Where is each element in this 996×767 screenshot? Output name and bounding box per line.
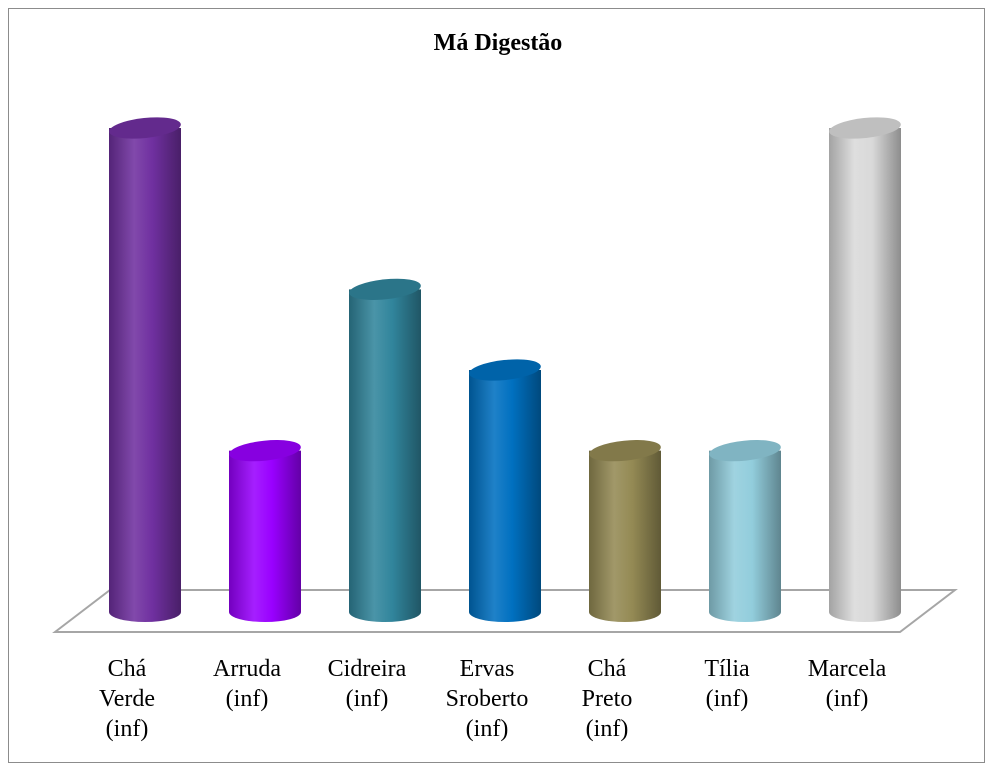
bar-body — [349, 289, 421, 622]
bar-2 — [349, 278, 421, 622]
bar-1 — [229, 440, 301, 622]
bar-top-cap — [229, 440, 301, 462]
bar-top-cap — [829, 117, 901, 139]
x-tick-label: Ervas Sroberto (inf) — [446, 656, 529, 742]
bar-top-cap — [709, 440, 781, 462]
x-tick-label: Arruda (inf) — [213, 656, 281, 712]
bar-3 — [469, 359, 541, 622]
bar-4 — [589, 440, 661, 622]
bar-6 — [829, 117, 901, 622]
x-tick-label: Chá Preto (inf) — [582, 656, 633, 742]
bar-top-cap — [589, 440, 661, 462]
x-tick-label: Tília (inf) — [704, 656, 750, 712]
bar-top-cap — [109, 117, 181, 139]
bar-body — [469, 370, 541, 622]
bar-top-cap — [349, 278, 421, 300]
bar-body — [589, 450, 661, 622]
chart-title: Má Digestão — [433, 30, 563, 56]
bar-body — [829, 128, 901, 622]
bar-body — [709, 450, 781, 622]
x-tick-label: Chá Verde (inf) — [99, 656, 155, 742]
x-tick-label: Cidreira (inf) — [328, 656, 407, 712]
bar-body — [229, 450, 301, 622]
x-tick-label: Marcela (inf) — [808, 656, 887, 712]
bar-5 — [709, 440, 781, 622]
bar-top-cap — [469, 359, 541, 381]
bar-body — [109, 128, 181, 622]
bar-0 — [109, 117, 181, 622]
